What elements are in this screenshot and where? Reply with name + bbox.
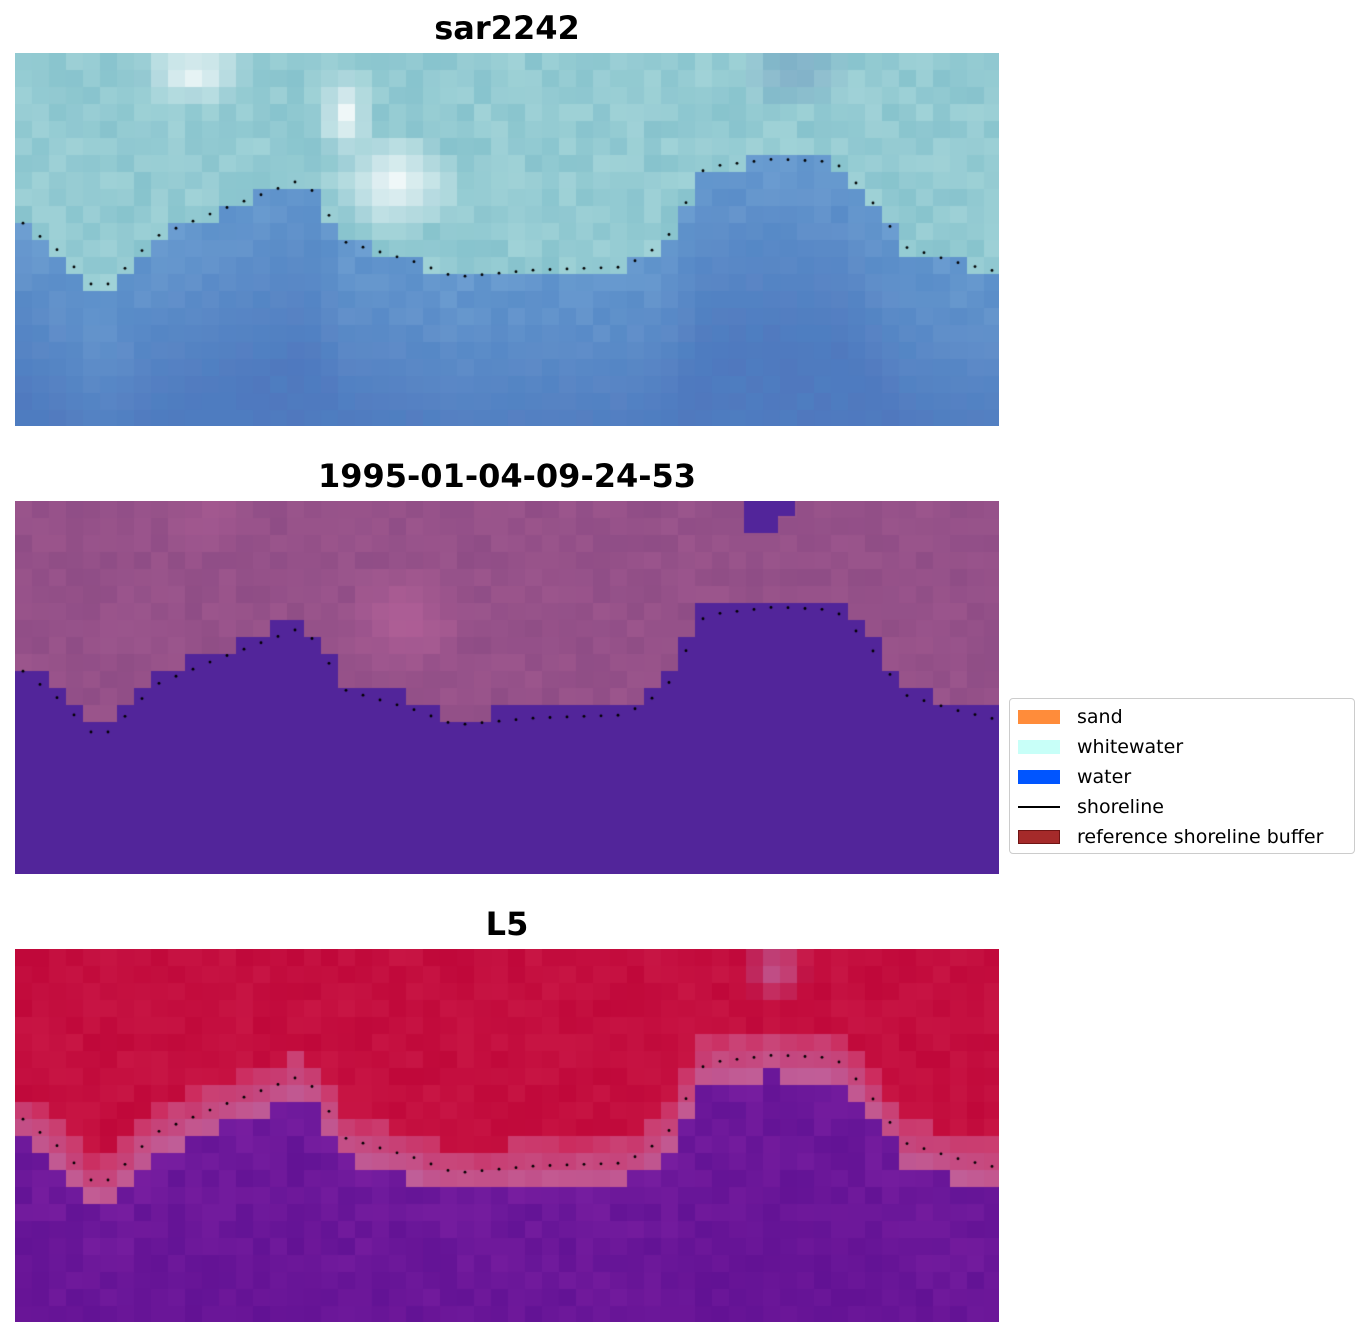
reference-buffer-swatch	[1018, 830, 1060, 844]
legend: sand whitewater water shoreline referenc…	[1009, 698, 1355, 854]
legend-item-shoreline: shoreline	[1010, 791, 1354, 821]
sand-swatch	[1018, 710, 1060, 724]
shoreline-line-swatch	[1018, 806, 1060, 808]
legend-label: shoreline	[1077, 796, 1164, 818]
legend-label: reference shoreline buffer	[1077, 826, 1324, 848]
panel-title-1: sar2242	[434, 9, 580, 47]
legend-item-whitewater: whitewater	[1010, 731, 1354, 761]
panel-title-3: L5	[485, 905, 529, 943]
water-swatch	[1018, 770, 1060, 784]
legend-item-water: water	[1010, 761, 1354, 791]
whitewater-swatch	[1018, 740, 1060, 754]
legend-label: water	[1077, 766, 1132, 788]
true-color-image	[15, 53, 999, 426]
legend-item-sand: sand	[1010, 701, 1354, 731]
panel-title-2: 1995-01-04-09-24-53	[317, 457, 697, 495]
legend-label: sand	[1077, 706, 1123, 728]
legend-label: whitewater	[1077, 736, 1184, 758]
legend-item-reference-buffer: reference shoreline buffer	[1010, 821, 1354, 851]
classified-image	[15, 501, 999, 874]
index-image	[15, 949, 999, 1322]
